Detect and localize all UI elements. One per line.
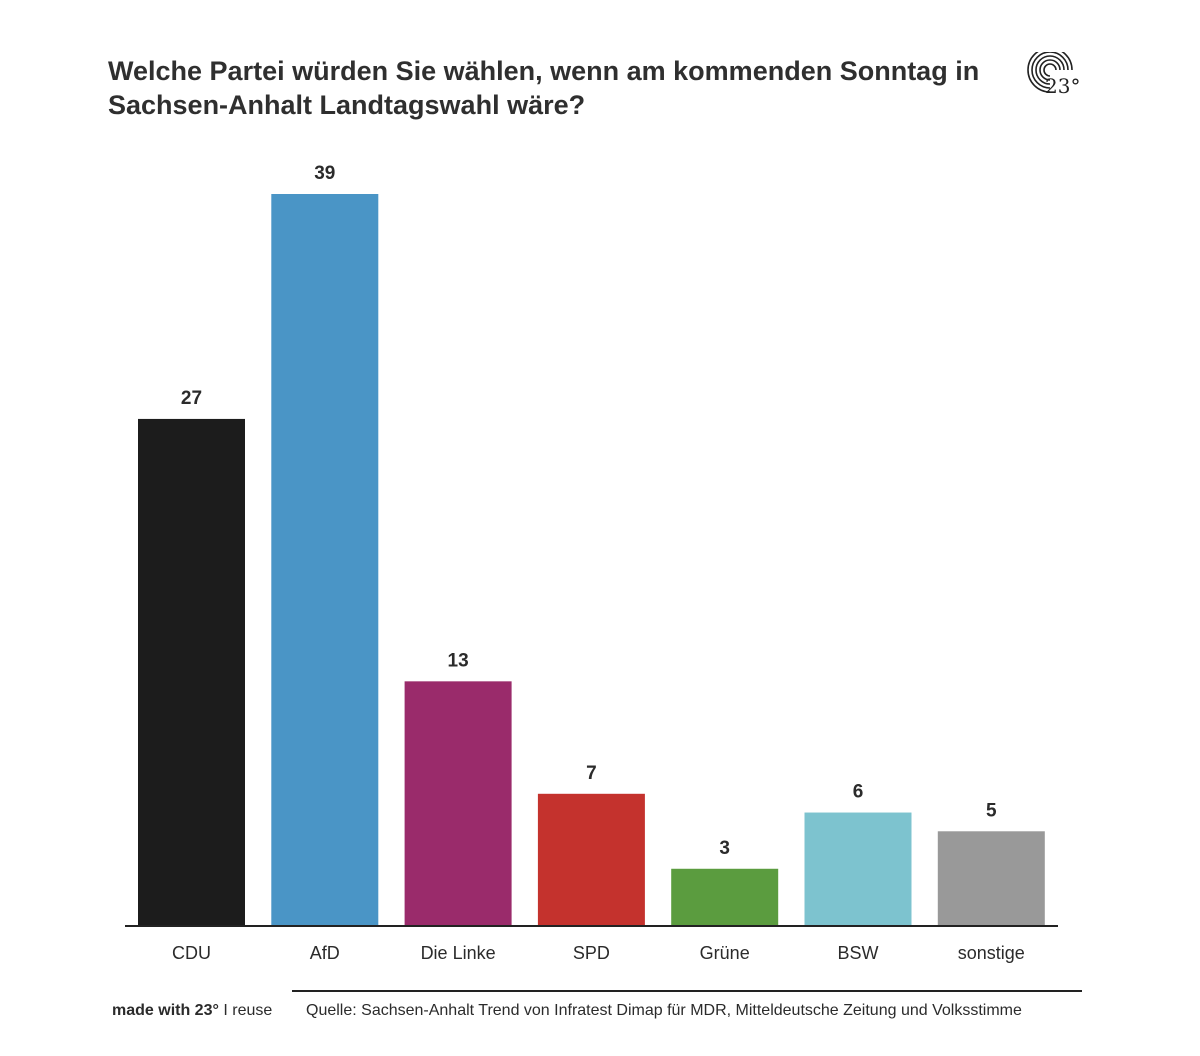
bar-afd — [271, 194, 379, 925]
data-label: 3 — [719, 838, 730, 859]
category-label: Grüne — [700, 943, 750, 963]
footer-source: Quelle: Sachsen-Anhalt Trend von Infrate… — [306, 1002, 1022, 1019]
category-label: BSW — [837, 943, 878, 963]
footer-made-with: made with 23° I reuse — [112, 1002, 272, 1020]
bar-sonstige — [937, 831, 1045, 925]
data-label: 39 — [314, 163, 335, 184]
category-label: sonstige — [958, 943, 1025, 963]
category-label: AfD — [310, 943, 340, 963]
reuse-link[interactable]: reuse — [232, 1002, 273, 1019]
category-label: CDU — [172, 943, 211, 963]
bar-cdu — [138, 418, 245, 925]
logo-arcs-icon — [1027, 52, 1073, 93]
data-label: 27 — [181, 388, 202, 409]
category-label: Die Linke — [421, 943, 496, 963]
data-label: 13 — [448, 650, 469, 671]
footer-separator: I — [223, 1002, 228, 1019]
made-with-label: made with 23° — [112, 1002, 219, 1019]
bar-grüne — [671, 868, 779, 925]
footer-divider — [292, 990, 1082, 992]
data-label: 5 — [986, 800, 997, 821]
chart-title: Welche Partei würden Sie wählen, wenn am… — [108, 56, 980, 120]
bar-die-linke — [404, 681, 512, 925]
data-label: 6 — [853, 782, 864, 803]
bar-spd — [537, 793, 645, 925]
category-label: SPD — [573, 943, 610, 963]
data-label: 7 — [586, 763, 597, 784]
bar-bsw — [804, 812, 912, 925]
logo-text: 23° — [1045, 74, 1081, 98]
